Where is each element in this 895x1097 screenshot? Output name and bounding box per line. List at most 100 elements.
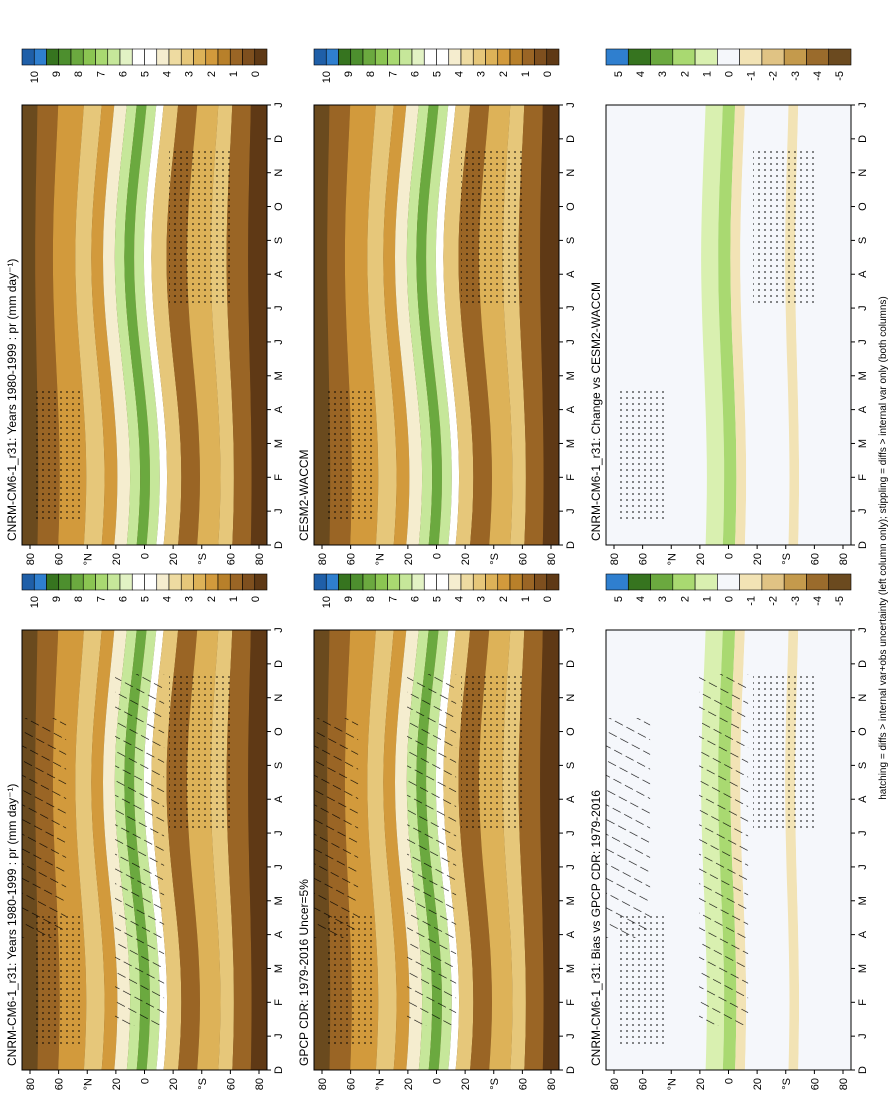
- contour-band: [518, 630, 544, 1070]
- stippling-region: [326, 916, 376, 1048]
- panel-change: CNRM-CM6-1_r31: Change vs CESM2-WACCM D J F…: [589, 48, 869, 565]
- x-tick-label: M: [273, 439, 285, 448]
- panel-obs-clim: GPCP CDR: 1979-2016 Uncer=5% D J F M A M J J A S O N…: [297, 573, 577, 1090]
- colorbar-tick-label: 5: [432, 596, 444, 602]
- contour-band: [143, 105, 168, 545]
- contour-band: [91, 630, 118, 1070]
- panel-title: CNRM-CM6-1_r31: Years 1980-1999 : pr (mm…: [5, 259, 19, 541]
- contour-band: [383, 105, 410, 545]
- colorbar-tick-label: 7: [95, 596, 107, 602]
- colorbar: 5 4 3 2 1 0 -1 -2 -3 -4 -5: [605, 573, 852, 606]
- y-tick-label: 20: [403, 553, 415, 565]
- colorbar-tick-label: 1: [520, 596, 532, 602]
- colorbar-swatch: [46, 573, 60, 591]
- y-tick-label: °N: [374, 1078, 386, 1090]
- colorbar-swatch: [193, 573, 207, 591]
- y-tick-label: 20: [111, 1078, 123, 1090]
- colorbar-swatch: [783, 573, 807, 591]
- colorbar-tick-label: 5: [613, 71, 625, 77]
- colorbar-swatch: [144, 573, 158, 591]
- x-tick-label: F: [565, 474, 577, 481]
- x-tick-label: D: [565, 660, 577, 668]
- colorbar: 10 9 8 7 6 5 4 3 2 1 0: [313, 48, 560, 83]
- colorbar-swatch: [546, 573, 560, 591]
- stippling-region: [753, 674, 815, 828]
- colorbar-tick-label: 10: [321, 596, 333, 608]
- colorbar-swatch: [338, 48, 352, 66]
- colorbar-swatch: [411, 573, 425, 591]
- contour-band: [134, 105, 160, 545]
- y-tick-label: 20: [695, 1078, 707, 1090]
- colorbar-swatch: [672, 48, 696, 66]
- panel-model-clim: CNRM-CM6-1_r31: Years 1980-1999 : pr (mm…: [5, 573, 285, 1090]
- colorbar-swatch: [497, 573, 511, 591]
- panel-title: CNRM-CM6-1_r31: Change vs CESM2-WACCM: [589, 282, 603, 541]
- colorbar-swatch: [485, 48, 499, 66]
- stippling-region: [169, 674, 231, 828]
- x-tick-label: J: [857, 305, 869, 311]
- colorbar-tick-label: 5: [432, 71, 444, 77]
- y-tick-label: 0: [432, 553, 444, 559]
- colorbar-swatch: [399, 573, 413, 591]
- y-tick-label: 20: [111, 553, 123, 565]
- y-tick-label: 20: [403, 1078, 415, 1090]
- contour-band: [367, 630, 397, 1070]
- x-tick-label: J: [565, 102, 577, 108]
- x-tick-label: D: [857, 660, 869, 668]
- y-tick-label: 60: [517, 553, 529, 565]
- colorbar-swatch: [82, 48, 96, 66]
- colorbar-tick-label: -3: [790, 71, 802, 81]
- colorbar-tick-label: 1: [701, 71, 713, 77]
- colorbar-swatch: [70, 48, 84, 66]
- colorbar-swatch: [521, 573, 535, 591]
- colorbar-tick-label: -1: [746, 596, 758, 606]
- x-tick-label: D: [565, 135, 577, 143]
- colorbar-tick-label: 5: [140, 71, 152, 77]
- colorbar-swatch: [119, 573, 133, 591]
- contour-band: [435, 105, 460, 545]
- colorbar: 10 9 8 7 6 5 4 3 2 1 0: [313, 573, 560, 608]
- colorbar-tick-label: 8: [365, 596, 377, 602]
- colorbar-swatch: [242, 573, 256, 591]
- x-tick-label: D: [565, 541, 577, 549]
- colorbar-tick-label: 4: [635, 596, 647, 602]
- x-tick-label: N: [273, 169, 285, 177]
- y-tick-label: 20: [460, 1078, 472, 1090]
- colorbar-tick-label: 0: [250, 596, 262, 602]
- colorbar-swatch: [205, 48, 219, 66]
- x-tick-label: D: [857, 1066, 869, 1074]
- colorbar-tick-label: 9: [51, 71, 63, 77]
- contour-band: [406, 105, 433, 545]
- colorbar-swatch: [605, 48, 629, 66]
- colorbar-tick-label: 8: [73, 71, 85, 77]
- colorbar-tick-label: 0: [724, 596, 736, 602]
- colorbar-swatch: [33, 573, 47, 591]
- colorbar-swatch: [783, 48, 807, 66]
- x-tick-label: J: [565, 305, 577, 311]
- colorbar-swatch: [144, 48, 158, 66]
- colorbar-swatch: [534, 48, 548, 66]
- x-tick-label: J: [273, 508, 285, 514]
- y-tick-label: 60: [54, 1078, 66, 1090]
- colorbar-tick-label: 1: [520, 71, 532, 77]
- colorbar-swatch: [399, 48, 413, 66]
- colorbar-tick-label: 2: [206, 596, 218, 602]
- colorbar-swatch: [107, 48, 121, 66]
- colorbar-tick-label: 1: [228, 596, 240, 602]
- x-tick-label: D: [273, 1066, 285, 1074]
- x-tick-label: M: [565, 964, 577, 973]
- x-tick-label: A: [857, 405, 869, 413]
- x-tick-label: S: [857, 762, 869, 769]
- colorbar-swatch: [448, 48, 462, 66]
- y-tick-label: °N: [82, 553, 94, 565]
- x-tick-label: D: [273, 660, 285, 668]
- y-tick-label: 80: [25, 553, 37, 565]
- x-tick-label: J: [273, 1033, 285, 1039]
- colorbar-tick-label: 10: [29, 596, 41, 608]
- colorbar-tick-label: 6: [409, 596, 421, 602]
- contour-band: [416, 105, 442, 545]
- colorbar-tick-label: 3: [184, 596, 196, 602]
- y-tick-label: °S: [197, 553, 209, 565]
- colorbar-swatch: [193, 48, 207, 66]
